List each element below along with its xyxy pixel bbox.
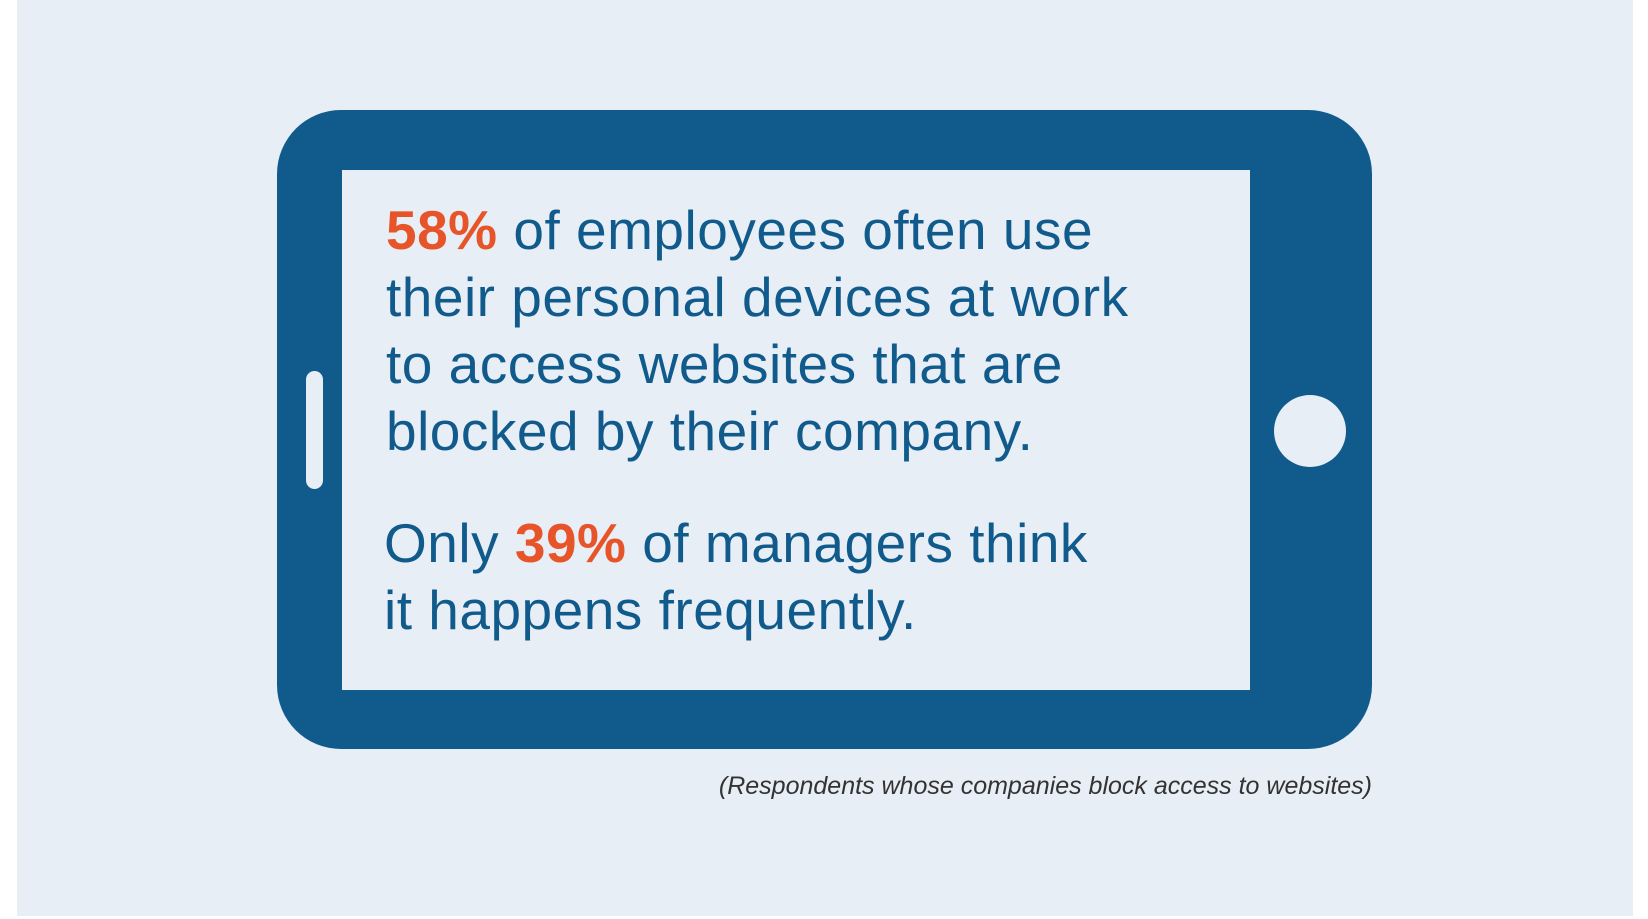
- phone-screen: [342, 170, 1250, 690]
- phone-side-button-icon: [306, 371, 323, 489]
- stat-line: it happens frequently.: [384, 579, 917, 641]
- stat-line: Only 39% of managers think: [384, 510, 1088, 577]
- stat-text: Only: [384, 512, 515, 574]
- stat-text: of managers think: [626, 512, 1088, 574]
- stat-highlight-39: 39%: [514, 512, 627, 574]
- stat-line: their personal devices at work: [386, 266, 1129, 328]
- footnote: (Respondents whose companies block acces…: [718, 772, 1372, 800]
- manager-stat: Only 39% of managers think it happens fr…: [384, 510, 1088, 644]
- employee-stat: 58% of employees often use their persona…: [386, 197, 1129, 465]
- stat-text: of employees often use: [497, 199, 1094, 261]
- stat-line: to access websites that are: [386, 333, 1063, 395]
- stat-highlight-58: 58%: [386, 199, 498, 261]
- stat-line: 58% of employees often use: [386, 197, 1129, 264]
- phone-home-button-icon: [1274, 395, 1346, 467]
- stat-line: blocked by their company.: [386, 400, 1034, 462]
